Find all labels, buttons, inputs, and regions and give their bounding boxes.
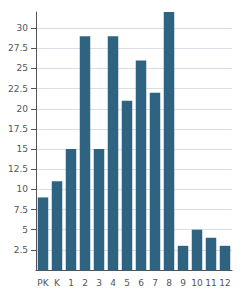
svg-text:12.5: 12.5 (8, 164, 28, 174)
svg-text:1: 1 (68, 278, 74, 288)
svg-text:PK: PK (37, 278, 49, 288)
svg-text:30: 30 (17, 23, 29, 33)
svg-text:5: 5 (22, 225, 28, 235)
svg-text:K: K (54, 278, 61, 288)
svg-text:9: 9 (180, 278, 186, 288)
svg-text:12: 12 (219, 278, 230, 288)
svg-text:7: 7 (152, 278, 158, 288)
svg-text:27.5: 27.5 (8, 43, 28, 53)
svg-text:6: 6 (138, 278, 144, 288)
svg-text:20: 20 (17, 104, 29, 114)
svg-text:5: 5 (124, 278, 130, 288)
svg-text:17.5: 17.5 (8, 124, 28, 134)
svg-text:4: 4 (110, 278, 116, 288)
svg-text:2.5: 2.5 (14, 245, 28, 255)
svg-text:15: 15 (17, 144, 28, 154)
svg-text:3: 3 (96, 278, 102, 288)
svg-text:7.5: 7.5 (14, 205, 28, 215)
svg-text:10: 10 (17, 184, 29, 194)
svg-text:8: 8 (166, 278, 172, 288)
svg-text:25: 25 (17, 63, 28, 73)
svg-text:22.5: 22.5 (8, 84, 28, 94)
svg-text:11: 11 (205, 278, 216, 288)
svg-text:2: 2 (82, 278, 88, 288)
svg-text:10: 10 (191, 278, 203, 288)
